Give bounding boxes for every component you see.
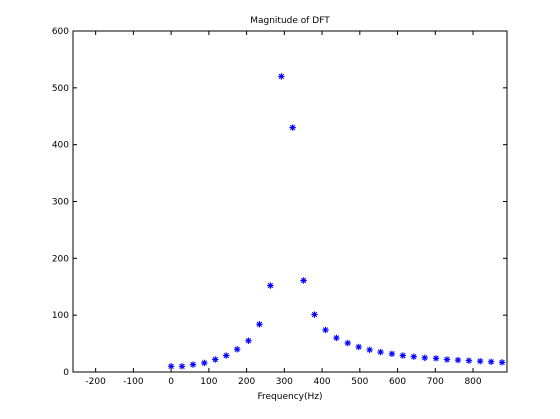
data-point bbox=[410, 353, 417, 360]
data-point bbox=[333, 334, 340, 342]
y-tick-label: 100 bbox=[52, 311, 69, 321]
data-point bbox=[311, 311, 318, 318]
data-point bbox=[366, 346, 373, 354]
data-point bbox=[256, 321, 263, 328]
data-point bbox=[278, 73, 285, 80]
data-point bbox=[178, 363, 186, 370]
data-point bbox=[212, 356, 219, 363]
data-point bbox=[267, 282, 274, 289]
y-tick-label: 400 bbox=[52, 141, 69, 151]
y-tick-label: 200 bbox=[52, 254, 69, 264]
x-tick-label: 400 bbox=[313, 377, 330, 387]
plot-area-frame bbox=[72, 30, 508, 373]
data-point bbox=[477, 358, 484, 365]
data-point bbox=[454, 356, 462, 364]
data-point bbox=[355, 343, 362, 351]
x-tick-label: -200 bbox=[85, 377, 106, 387]
data-point bbox=[421, 354, 428, 361]
x-axis-label: Frequency(Hz) bbox=[257, 392, 322, 402]
data-point bbox=[377, 348, 384, 356]
data-point bbox=[344, 339, 351, 347]
x-tick-label: -100 bbox=[123, 377, 144, 387]
axis-ticks bbox=[73, 30, 507, 373]
x-tick-label: 600 bbox=[389, 377, 406, 387]
data-point bbox=[189, 361, 197, 368]
data-point bbox=[167, 363, 175, 370]
chart-title: Magnitude of DFT bbox=[250, 16, 330, 26]
data-point bbox=[388, 350, 396, 358]
data-point bbox=[487, 358, 495, 365]
y-tick-label: 500 bbox=[52, 84, 69, 94]
x-tick-label: 700 bbox=[427, 377, 444, 387]
data-point bbox=[498, 359, 506, 366]
data-point bbox=[289, 124, 296, 131]
data-point bbox=[201, 359, 208, 367]
axis-tick-labels: -200 -100 0 100 200 300 400 500 600 700 800 0 100 200… bbox=[52, 27, 482, 387]
data-point bbox=[300, 277, 307, 284]
data-point bbox=[245, 337, 252, 344]
y-tick-label: 0 bbox=[63, 368, 69, 378]
x-tick-label: 500 bbox=[351, 377, 368, 387]
x-tick-label: 100 bbox=[200, 377, 217, 387]
data-point bbox=[399, 352, 407, 359]
data-points bbox=[167, 73, 506, 370]
y-tick-label: 600 bbox=[52, 27, 69, 37]
data-point bbox=[432, 355, 440, 362]
x-tick-label: 800 bbox=[464, 377, 481, 387]
data-point bbox=[322, 326, 329, 334]
x-tick-label: 300 bbox=[276, 377, 293, 387]
data-point bbox=[443, 356, 451, 363]
y-tick-label: 300 bbox=[52, 198, 69, 208]
x-tick-label: 0 bbox=[168, 377, 174, 387]
data-point bbox=[223, 352, 230, 359]
data-point bbox=[233, 346, 241, 353]
data-point bbox=[465, 357, 473, 364]
x-tick-label: 200 bbox=[238, 377, 255, 387]
